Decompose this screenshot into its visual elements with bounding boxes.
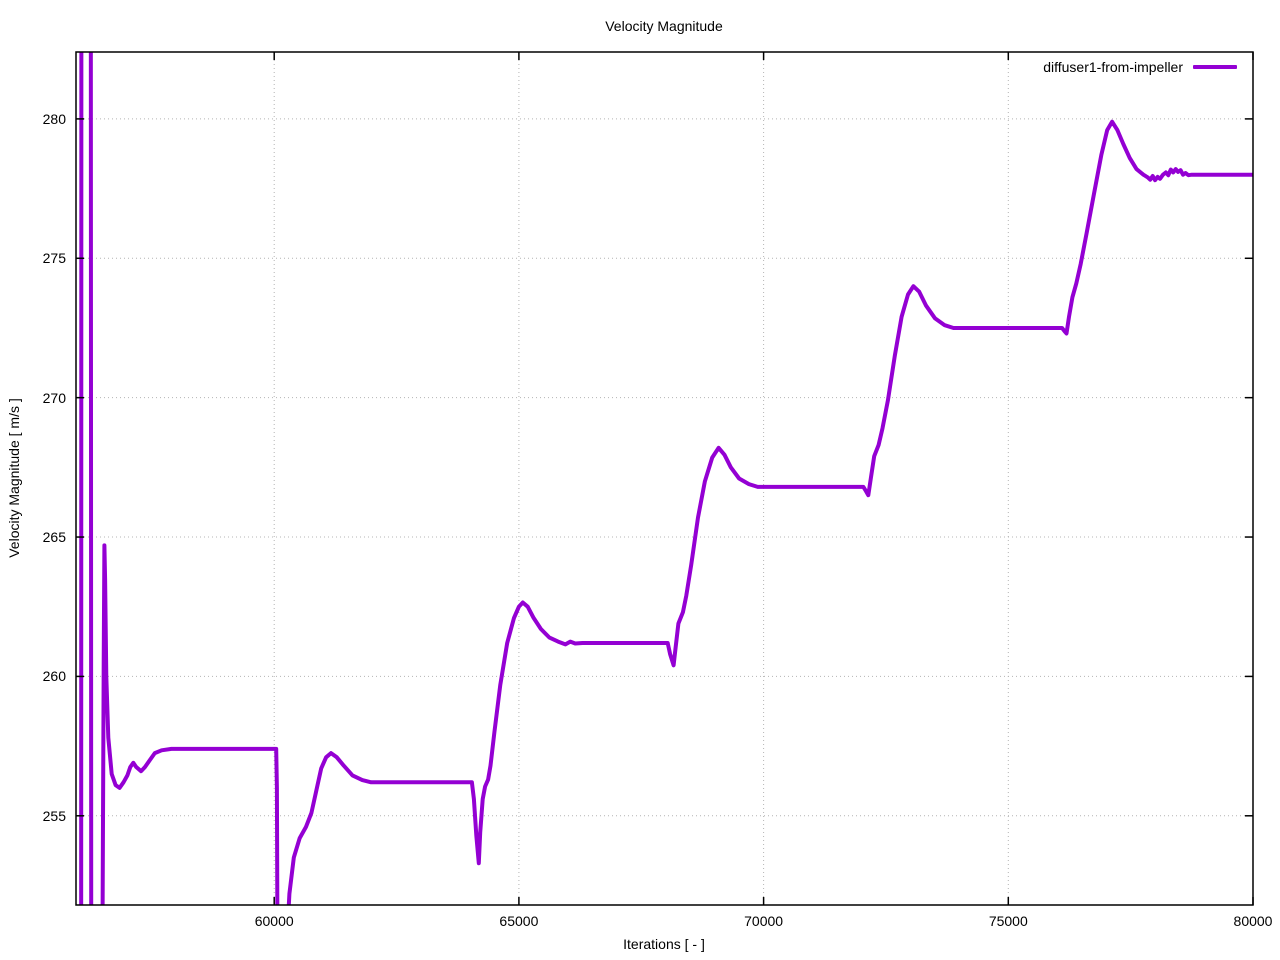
- x-tick-label: 75000: [988, 913, 1028, 929]
- x-tick-label: 80000: [1233, 913, 1273, 929]
- x-tick-label: 65000: [499, 913, 539, 929]
- x-tick-label: 70000: [744, 913, 784, 929]
- y-tick-label: 280: [42, 110, 66, 127]
- y-tick-label: 270: [42, 389, 66, 406]
- y-axis-label: Velocity Magnitude [ m/s ]: [6, 398, 22, 558]
- y-tick-label: 275: [42, 250, 66, 267]
- y-tick-label: 260: [42, 668, 66, 685]
- legend-line-sample-icon: [1193, 65, 1237, 69]
- legend: diffuser1-from-impeller: [1043, 59, 1237, 75]
- y-tick-label: 265: [42, 529, 66, 546]
- chart-title: Velocity Magnitude: [605, 18, 723, 34]
- x-axis-label: Iterations [ - ]: [623, 936, 705, 952]
- plot-border: [75, 51, 1254, 906]
- legend-entry-label: diffuser1-from-impeller: [1043, 59, 1183, 75]
- x-tick-label: 60000: [254, 913, 294, 929]
- series-line-diffuser1-from-impeller: [79, 52, 1253, 905]
- y-tick-label: 255: [42, 807, 66, 824]
